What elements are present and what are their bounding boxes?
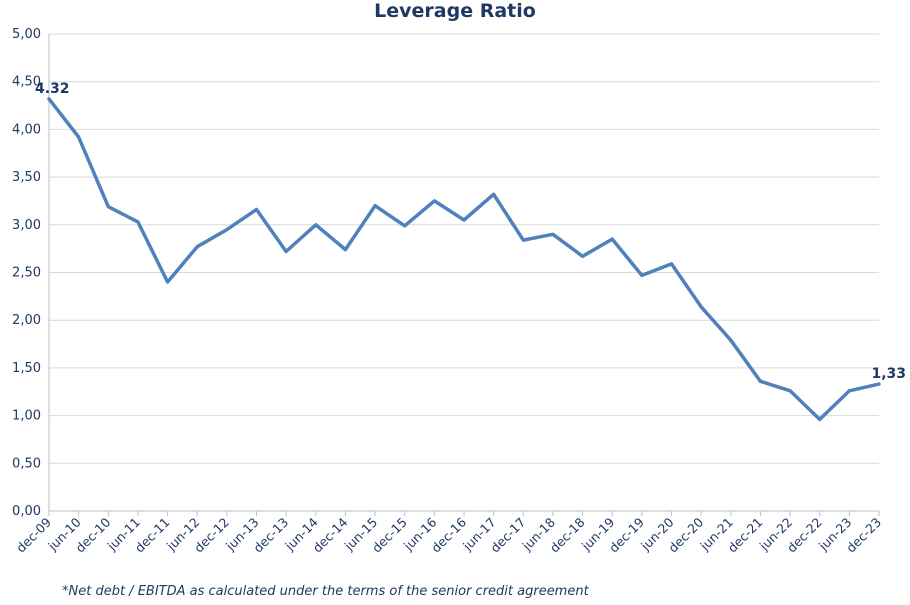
data-point	[373, 204, 377, 208]
data-point	[699, 305, 703, 309]
y-tick-label: 1,50	[12, 361, 41, 376]
data-point	[818, 417, 822, 421]
data-point	[166, 280, 170, 284]
data-point	[581, 254, 585, 258]
data-point	[343, 248, 347, 252]
data-point	[432, 199, 436, 203]
data-label: 1,33	[871, 366, 906, 382]
series-line	[47, 97, 881, 422]
data-label: 4.32	[35, 81, 70, 97]
y-tick-label: 2,00	[12, 313, 41, 328]
y-tick-label: 0,00	[12, 504, 41, 519]
data-point	[462, 218, 466, 222]
data-point	[610, 237, 614, 241]
y-tick-label: 3,50	[12, 170, 41, 185]
data-point	[877, 382, 881, 386]
data-point	[255, 208, 258, 212]
y-tick-label: 0,50	[12, 456, 41, 471]
y-tick-label: 4,00	[12, 122, 41, 137]
data-point	[106, 205, 110, 209]
data-point	[136, 220, 140, 224]
data-point	[77, 135, 81, 139]
data-point	[758, 379, 762, 383]
y-tick-label: 2,50	[12, 266, 41, 281]
data-point	[314, 223, 318, 227]
data-point	[847, 389, 851, 393]
data-point	[788, 389, 792, 393]
y-tick-label: 1,00	[12, 409, 41, 424]
data-point	[640, 273, 644, 277]
data-point	[403, 224, 407, 228]
y-tick-label: 4,50	[12, 75, 41, 90]
data-point	[284, 250, 288, 254]
data-point	[47, 97, 51, 101]
data-point	[729, 338, 733, 342]
y-tick-label: 5,00	[12, 27, 41, 42]
data-point	[492, 192, 496, 196]
data-point	[670, 262, 673, 266]
footnote: *Net debt / EBITDA as calculated under t…	[62, 584, 589, 599]
data-point	[225, 228, 229, 232]
data-point	[195, 245, 199, 249]
data-point	[521, 238, 525, 242]
data-point	[551, 232, 555, 236]
y-tick-label: 3,00	[12, 218, 41, 233]
x-tick-label: dec-09	[13, 514, 54, 555]
chart-title: Leverage Ratio	[374, 0, 536, 22]
